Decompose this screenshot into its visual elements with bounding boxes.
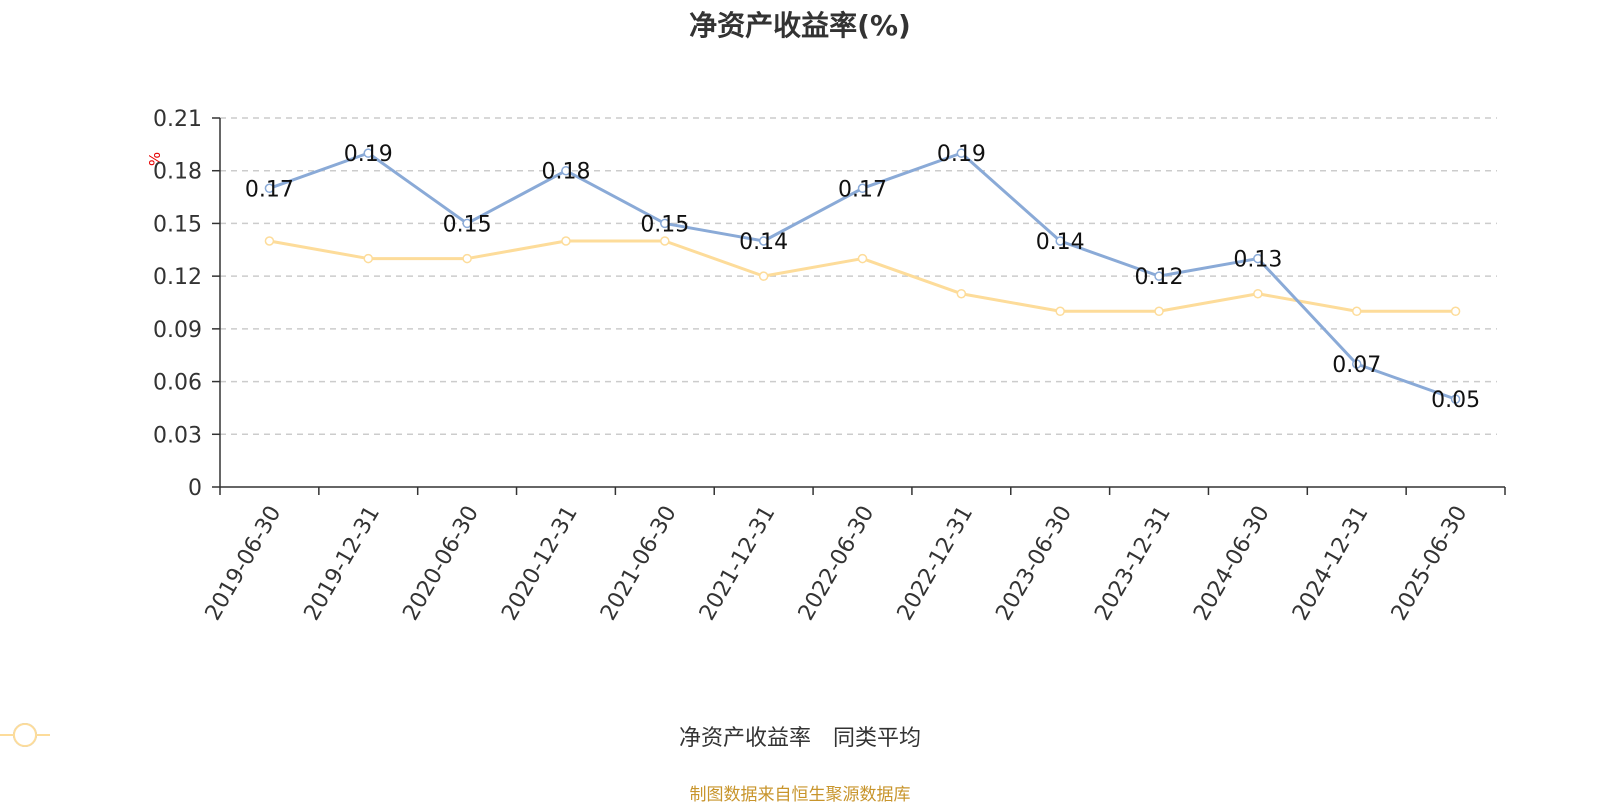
x-tick-label: 2020-12-31: [497, 502, 583, 625]
data-point: [1351, 306, 1362, 317]
data-point: [1253, 288, 1263, 299]
data-point: [857, 253, 868, 264]
chart-title: 净资产收益率(%): [689, 9, 911, 42]
data-label: 0.15: [443, 212, 492, 237]
y-tick-label: 0.06: [153, 371, 202, 396]
data-label: 0.14: [1036, 230, 1085, 255]
x-tick-label: 2019-06-30: [201, 502, 287, 625]
x-tick-label: 2022-12-31: [893, 502, 979, 625]
x-tick-label: 2021-12-31: [695, 502, 781, 625]
y-tick-label: 0.03: [153, 423, 202, 448]
data-label: 0.07: [1332, 353, 1381, 378]
y-tick-label: 0.21: [153, 107, 202, 132]
y-tick-label: 0.18: [153, 160, 202, 185]
data-point: [956, 148, 967, 158]
data-point: [363, 253, 374, 264]
data-label: 0.15: [640, 212, 689, 237]
x-tick-label: 2021-06-30: [596, 502, 682, 625]
data-source-note: 制图数据来自恒生聚源数据库: [689, 785, 911, 805]
legend-item-avg[interactable]: 同类平均: [0, 720, 922, 752]
data-point: [956, 288, 967, 299]
data-point: [1055, 236, 1065, 246]
x-tick-label: 2023-06-30: [991, 502, 1077, 625]
data-point: [857, 183, 868, 194]
data-label: 0.18: [541, 160, 590, 185]
data-point: [363, 148, 374, 158]
data-point: [1055, 306, 1065, 317]
data-point: [264, 183, 275, 194]
data-point: [1450, 394, 1461, 404]
data-label: 0.14: [739, 230, 788, 255]
y-tick-label: 0.12: [153, 265, 202, 290]
data-point: [561, 165, 571, 176]
data-point: [561, 236, 571, 246]
x-tick-label: 2020-06-30: [398, 502, 484, 625]
legend-item-roe[interactable]: 净资产收益率: [0, 720, 811, 752]
data-label: 0.19: [344, 142, 393, 167]
x-tick-label: 2023-12-31: [1090, 502, 1176, 625]
data-point: [758, 236, 769, 246]
data-label: 0.17: [245, 177, 294, 202]
data-label: 0.17: [838, 177, 887, 202]
x-tick-label: 2022-06-30: [794, 502, 880, 625]
legend-label-roe: 净资产收益率: [678, 726, 811, 751]
data-point: [462, 218, 472, 229]
data-point: [1351, 359, 1362, 369]
data-point: [1154, 306, 1164, 317]
data-point: [660, 236, 670, 246]
data-point: [462, 253, 472, 264]
y-tick-label: 0.09: [153, 318, 202, 343]
data-point: [1253, 253, 1263, 264]
data-point: [660, 218, 670, 229]
data-label: 0.19: [937, 142, 986, 167]
y-tick-label: 0.15: [153, 212, 202, 237]
data-point: [1450, 306, 1461, 317]
data-label: 0.05: [1431, 388, 1480, 413]
x-tick-label: 2025-06-30: [1387, 502, 1473, 625]
data-label: 0.12: [1135, 265, 1184, 290]
x-tick-label: 2024-06-30: [1189, 502, 1275, 625]
x-tick-label: 2019-12-31: [300, 502, 386, 625]
legend: 净资产收益率 同类平均: [0, 720, 1600, 752]
y-tick-label: 0: [188, 476, 202, 501]
data-point: [758, 271, 769, 281]
legend-swatch-avg: [0, 723, 50, 747]
data-label: 0.13: [1233, 248, 1282, 273]
data-point: [264, 236, 275, 246]
legend-label-avg: 同类平均: [833, 726, 922, 751]
data-point: [1154, 271, 1164, 281]
x-tick-label: 2024-12-31: [1288, 502, 1374, 625]
